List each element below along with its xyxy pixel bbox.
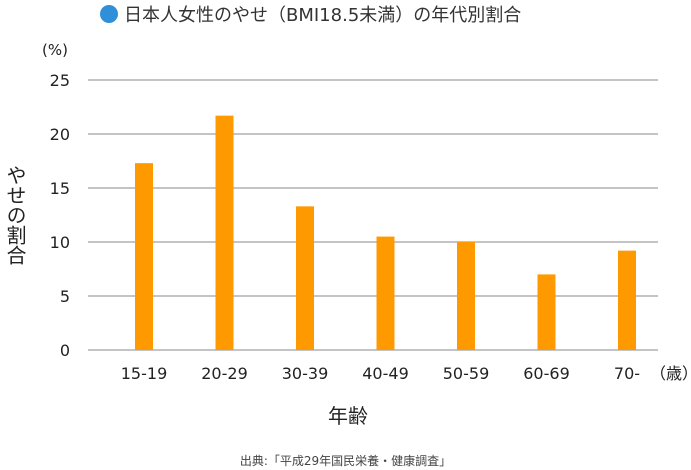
y-tick-label: 25 <box>50 71 70 90</box>
labels: 0 5 10 15 20 25 15-19 20-29 30-39 40-49 50-59 60-69… <box>3 41 691 428</box>
bar-20-29 <box>215 115 234 350</box>
x-tick-label: 70- <box>614 364 640 383</box>
y-tick-label: 15 <box>50 179 70 198</box>
source-note: 出典:「平成29年国民栄養・健康調査」 <box>239 454 452 468</box>
bar-60-69 <box>537 274 556 350</box>
x-unit-label: （歳） <box>650 364 691 383</box>
bar-70- <box>618 250 636 350</box>
bar-30-39 <box>296 206 314 350</box>
chart-title: 日本人女性のやせ（BMI18.5未満）の年代別割合 <box>100 2 521 26</box>
bars <box>135 115 636 350</box>
y-tick-label: 10 <box>50 233 70 252</box>
x-tick-label: 30-39 <box>282 364 329 383</box>
x-axis-title: 年齢 <box>328 404 368 428</box>
y-tick-label: 20 <box>50 125 70 144</box>
x-tick-label: 40-49 <box>362 364 409 383</box>
bar-15-19 <box>135 163 153 350</box>
x-tick-label: 60-69 <box>523 364 570 383</box>
bar-40-49 <box>376 236 395 350</box>
chart-title-text: 日本人女性のやせ（BMI18.5未満）の年代別割合 <box>124 5 522 26</box>
y-tick-label: 5 <box>60 287 70 306</box>
x-tick-label: 20-29 <box>201 364 248 383</box>
x-tick-label: 50-59 <box>443 364 490 383</box>
y-tick-label: 0 <box>60 341 70 360</box>
title-bullet-icon <box>100 5 118 23</box>
gridlines <box>88 79 658 351</box>
y-unit-label: (%) <box>42 41 68 59</box>
x-tick-label: 15-19 <box>121 364 168 383</box>
bar-50-59 <box>457 242 475 350</box>
y-axis-title: やせの割合 <box>3 165 27 265</box>
